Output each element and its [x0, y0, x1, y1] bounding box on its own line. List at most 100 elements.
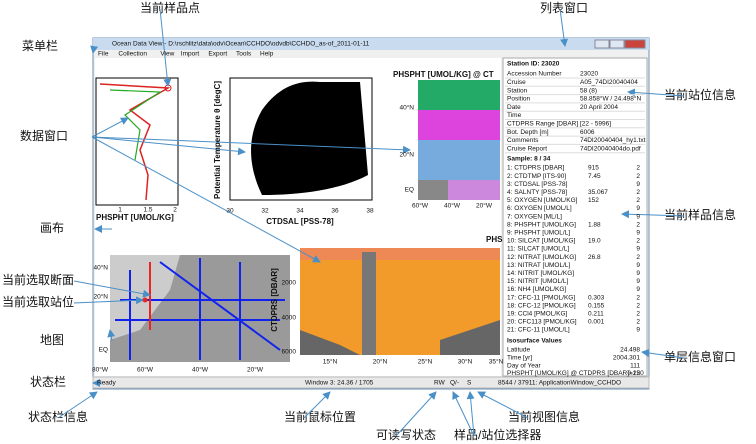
callout-label: 当前视图信息 — [508, 409, 580, 424]
callout-arrow — [90, 45, 99, 54]
callout-arrow — [559, 8, 569, 47]
quality-flag: 2 — [636, 197, 640, 204]
variable-name: 4: SALNTY [PSS-78] — [507, 189, 567, 196]
sample-value: 0.001 — [588, 319, 605, 326]
callout-arrow — [627, 88, 685, 97]
menu-item[interactable]: Export — [208, 51, 227, 58]
callout-arrow — [57, 391, 98, 419]
x-axis-label: CTDSAL [PSS-78] — [266, 217, 334, 226]
quality-flag: 9 — [636, 230, 640, 237]
lon-label: 60°W — [137, 366, 154, 374]
callout-label: 列表窗口 — [540, 1, 588, 15]
plot-title: PHSPHT [UMOL/KG] @ CT — [393, 70, 494, 79]
callout-label: 单层信息窗口 — [664, 349, 736, 364]
current-station[interactable] — [142, 297, 148, 303]
callout-label: 菜单栏 — [22, 38, 58, 53]
y-axis-label: CTDPRS [DBAR] — [270, 268, 279, 332]
profile-line — [109, 89, 162, 161]
lat-label: 20°N — [93, 293, 108, 301]
station-tracks — [115, 258, 285, 360]
menu-item[interactable]: Help — [260, 51, 274, 58]
callout-arrow — [73, 296, 144, 305]
variable-name: 12: NITRAT [UMOL/KG] — [507, 254, 576, 261]
field-value: 20 April 2004 — [580, 104, 618, 111]
menu-item[interactable]: File — [98, 51, 109, 58]
status-field: S — [467, 380, 472, 387]
x-tick-label: 34 — [296, 208, 304, 215]
x-tick-label: 1.5 — [143, 207, 152, 214]
panel-header: Sample: 8 / 34 — [507, 156, 551, 163]
callout-arrow — [395, 391, 437, 437]
field-name: Cruise Report — [507, 145, 547, 152]
y-tick-label: 4000 — [282, 315, 297, 322]
callout-label: 可读写状态 — [376, 428, 436, 442]
variable-name: 6: OXYGEN [UMOL/L] — [507, 205, 572, 212]
variable-name: 17: CFC-11 [PMOL/KG] — [507, 294, 575, 301]
quality-flag: 9 — [636, 327, 640, 334]
y-tick-label: 2000 — [282, 280, 297, 287]
variable-name: 10: SILCAT [UMOL/KG] — [507, 238, 576, 245]
variable-name: 2: CTDTMP [ITS-90] — [507, 173, 566, 180]
quality-flag: 2 — [636, 238, 640, 245]
field-value: 74DI20040404do.pdf — [580, 145, 641, 152]
menu-item[interactable]: Import — [181, 51, 200, 58]
variable-name: 16: NH4 [UMOL/KG] — [507, 286, 566, 293]
field-name: Comments — [507, 137, 539, 144]
sample-value: 19.0 — [588, 238, 601, 245]
status-field: RW — [434, 380, 446, 387]
lat-label: 40°N — [399, 104, 414, 112]
close-button[interactable] — [624, 39, 646, 49]
field-value: 2004.301 — [613, 355, 640, 362]
status-field: 8544 / 37911: ApplicationWindow_CCHDO — [498, 380, 621, 387]
quality-flag: 9 — [636, 181, 640, 188]
lat-label: EQ — [99, 347, 108, 354]
menu-item[interactable]: View — [160, 51, 174, 58]
status-field: Window 3: 24.36 / 1705 — [305, 380, 374, 387]
quality-flag: 9 — [636, 213, 640, 220]
y-axis-label: Potential Temperature θ [degC] — [213, 81, 222, 199]
quality-flag: 2 — [636, 189, 640, 196]
callout-label: 当前样品点 — [140, 0, 200, 15]
window-title: Ocean Data View - D:\rschlitz\data\odv\O… — [112, 41, 370, 48]
callout-arrow — [466, 391, 475, 437]
callout-label: 当前鼠标位置 — [284, 409, 356, 424]
variable-name: 1: CTDPRS [DBAR] — [507, 165, 565, 172]
lon-label: 40°W — [444, 202, 461, 210]
callout-arrow — [73, 280, 151, 298]
menu-item[interactable]: Tools — [236, 51, 252, 58]
land — [418, 180, 448, 200]
map-field — [418, 140, 500, 180]
callout-arrow — [477, 391, 529, 419]
sample-value: 0.155 — [588, 302, 605, 309]
x-tick-label: 36 — [331, 208, 339, 215]
callout-label: 数据窗口 — [20, 128, 68, 143]
minimize-button[interactable] — [594, 39, 610, 49]
x-tick-label: 1 — [118, 207, 122, 214]
field-value: 58 (8) — [580, 87, 597, 94]
callout-arrow — [621, 210, 685, 219]
x-tick-label: 30°N — [458, 358, 473, 366]
panel-header: Isosurface Values — [507, 338, 562, 345]
variable-name: 20: CFC113 [PMOL/KG] — [507, 319, 577, 326]
maximize-button[interactable] — [609, 39, 625, 49]
callout-arrow — [452, 391, 475, 437]
field-value: 0.12 — [627, 370, 640, 377]
quality-flag: 2 — [636, 254, 640, 261]
y-tick-label: 6000 — [282, 349, 297, 356]
quality-flag: 9 — [636, 278, 640, 285]
quality-flag: 2 — [636, 302, 640, 309]
map-field — [418, 80, 500, 110]
callout-arrow — [107, 329, 116, 342]
quality-flag: 9 — [636, 246, 640, 253]
status-field: Ready — [97, 380, 117, 387]
quality-flag: 9 — [636, 286, 640, 293]
quality-flag: 2 — [636, 294, 640, 301]
section-bathymetry — [300, 320, 500, 355]
x-tick-label: 38 — [366, 208, 374, 215]
field-value: 24.498 — [620, 347, 640, 354]
variable-name: 21: CFC-11 [UMOL/L] — [507, 327, 570, 334]
callout-arrow — [91, 136, 411, 154]
callout-label: 当前样品信息 — [664, 207, 736, 222]
menu-item[interactable]: Collection — [118, 51, 147, 58]
